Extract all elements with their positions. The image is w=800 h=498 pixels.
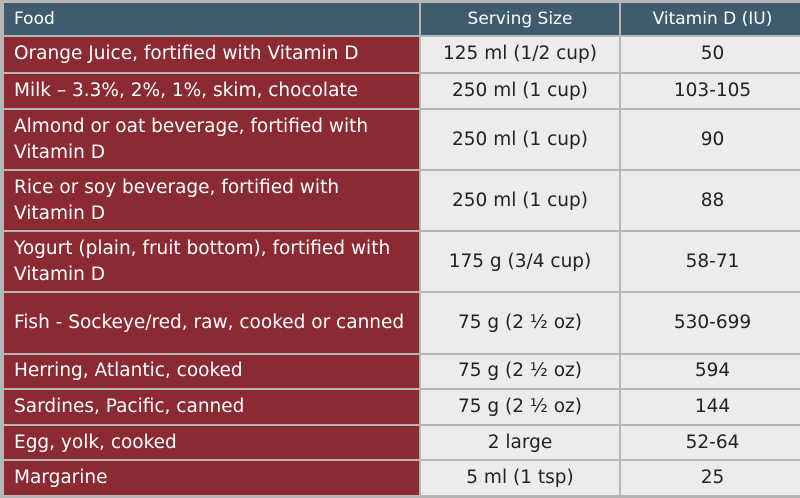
vitamin-d-cell: 88 (621, 171, 800, 231)
serving-cell: 75 g (2 ½ oz) (421, 354, 619, 389)
vitamin-d-cell: 594 (621, 354, 800, 389)
vitamin-d-cell: 144 (621, 390, 800, 424)
serving-cell: 5 ml (1 tsp) (421, 461, 619, 495)
food-cell: Orange Juice, fortified with Vitamin D (4, 37, 419, 72)
header-serving-size: Serving Size (421, 3, 619, 35)
serving-cell: 175 g (3/4 cup) (421, 232, 619, 292)
serving-cell: 75 g (2 ½ oz) (421, 390, 619, 424)
header-vitamin-d: Vitamin D (IU) (621, 3, 800, 35)
food-cell: Sardines, Pacific, canned (4, 390, 419, 424)
food-cell: Rice or soy beverage, fortified with Vit… (4, 171, 419, 231)
header-food: Food (4, 3, 419, 35)
serving-cell: 2 large (421, 425, 619, 460)
header-row: Food Serving Size Vitamin D (IU) (4, 3, 800, 35)
table-row: Rice or soy beverage, fortified with Vit… (4, 171, 800, 231)
table-row: Almond or oat beverage, fortified with V… (4, 110, 800, 170)
vitamin-d-cell: 58-71 (621, 232, 800, 292)
serving-cell: 250 ml (1 cup) (421, 73, 619, 109)
table-row: Sardines, Pacific, canned 75 g (2 ½ oz) … (4, 390, 800, 424)
food-cell: Margarine (4, 461, 419, 495)
table-row: Yogurt (plain, fruit bottom), fortified … (4, 232, 800, 292)
serving-cell: 250 ml (1 cup) (421, 110, 619, 170)
table-row: Orange Juice, fortified with Vitamin D 1… (4, 37, 800, 72)
table-row: Fish - Sockeye/red, raw, cooked or canne… (4, 293, 800, 353)
food-cell: Egg, yolk, cooked (4, 425, 419, 460)
vitamin-d-cell: 530-699 (621, 293, 800, 353)
serving-cell: 125 ml (1/2 cup) (421, 37, 619, 72)
serving-cell: 75 g (2 ½ oz) (421, 293, 619, 353)
table-row: Egg, yolk, cooked 2 large 52-64 (4, 425, 800, 460)
vitamin-d-cell: 52-64 (621, 425, 800, 460)
vitamin-d-cell: 90 (621, 110, 800, 170)
table-row: Milk – 3.3%, 2%, 1%, skim, chocolate 250… (4, 73, 800, 109)
food-cell: Milk – 3.3%, 2%, 1%, skim, chocolate (4, 73, 419, 109)
food-cell: Almond or oat beverage, fortified with V… (4, 110, 419, 170)
table-row: Margarine 5 ml (1 tsp) 25 (4, 461, 800, 495)
food-cell: Herring, Atlantic, cooked (4, 354, 419, 389)
table-row: Herring, Atlantic, cooked 75 g (2 ½ oz) … (4, 354, 800, 389)
food-cell: Fish - Sockeye/red, raw, cooked or canne… (4, 293, 419, 353)
serving-cell: 250 ml (1 cup) (421, 171, 619, 231)
food-cell: Yogurt (plain, fruit bottom), fortified … (4, 232, 419, 292)
vitamin-d-cell: 103-105 (621, 73, 800, 109)
vitamin-d-cell: 50 (621, 37, 800, 72)
vitamin-d-cell: 25 (621, 461, 800, 495)
